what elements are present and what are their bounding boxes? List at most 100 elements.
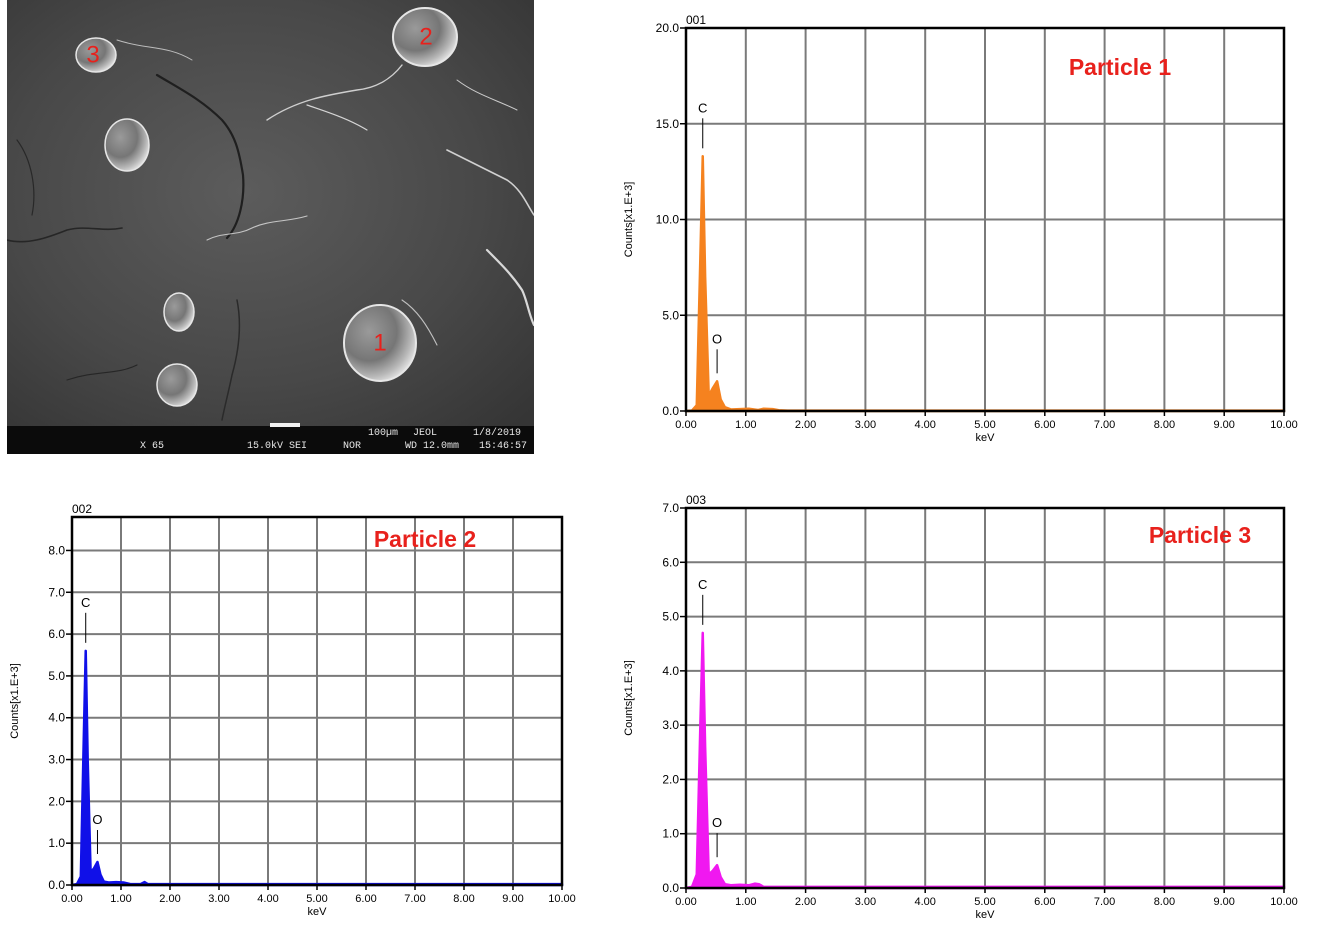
x-tick-label: 2.00 xyxy=(159,893,180,905)
acquisition-time: 15:46:57 xyxy=(479,441,528,452)
y-tick-label: 5.0 xyxy=(662,610,679,624)
y-tick-label: 1.0 xyxy=(662,827,679,841)
x-tick-label: 4.00 xyxy=(914,896,935,908)
eds-spectrum-particle-2: 0.0 1.0 2.0 3.0 4.0 5.0 6.0 7.0 8.0 0.00 1.00 2.00 3… xyxy=(0,495,590,931)
scale-length: 100µm xyxy=(368,428,399,439)
working-distance: WD 12.0mm xyxy=(405,441,460,452)
scan-mode: NOR xyxy=(343,441,362,452)
y-tick-label: 3.0 xyxy=(48,753,65,767)
y-axis-label: Counts[x1.E+3] xyxy=(623,182,635,258)
x-tick-label: 4.00 xyxy=(257,893,278,905)
x-tick-label: 6.00 xyxy=(1034,419,1055,431)
y-axis-label: Counts[x1.E+3] xyxy=(623,660,635,736)
y-tick-label: 0.0 xyxy=(662,881,679,895)
x-tick-label: 6.00 xyxy=(1034,896,1055,908)
y-tick-label: 6.0 xyxy=(662,555,679,569)
particle-unlabeled xyxy=(104,118,198,407)
spectrum-id: 003 xyxy=(686,493,706,507)
particle-label-3: 3 xyxy=(86,41,99,68)
sem-info-bar: 100µm JEOL 1/8/2019 X 65 15.0kV SEI NOR … xyxy=(7,423,534,454)
sem-image-surface: 1 2 3 xyxy=(7,0,534,426)
particle-2 xyxy=(392,7,458,67)
particle-1 xyxy=(343,304,417,382)
grid xyxy=(686,508,1284,888)
x-tick-label: 0.00 xyxy=(675,896,696,908)
y-tick-label: 1.0 xyxy=(48,836,65,850)
x-tick-label: 8.00 xyxy=(1154,419,1175,431)
y-tick-label: 0.0 xyxy=(662,404,679,418)
particle-annotation: Particle 3 xyxy=(1149,522,1251,548)
spectrum-2-svg: 0.0 1.0 2.0 3.0 4.0 5.0 6.0 7.0 8.0 0.00 1.00 2.00 3… xyxy=(9,502,576,918)
y-tick-label: 3.0 xyxy=(662,718,679,732)
y-axis-label: Counts[x1.E+3] xyxy=(9,663,21,739)
x-tick-label: 1.00 xyxy=(110,893,131,905)
x-axis-label: keV xyxy=(976,909,996,921)
x-tick-label: 7.00 xyxy=(1094,896,1115,908)
particle-label-2: 2 xyxy=(419,23,432,50)
x-tick-label: 3.00 xyxy=(855,896,876,908)
particle-annotation: Particle 1 xyxy=(1069,54,1171,80)
x-tick-label: 4.00 xyxy=(914,419,935,431)
x-tick-label: 10.00 xyxy=(1270,419,1298,431)
x-tick-label: 5.00 xyxy=(974,896,995,908)
x-tick-label: 2.00 xyxy=(795,419,816,431)
scale-bar xyxy=(270,423,300,427)
y-tick-label: 4.0 xyxy=(662,664,679,678)
peak-label-c: C xyxy=(698,577,707,592)
y-tick-label: 20.0 xyxy=(656,21,680,35)
x-tick-label: 10.00 xyxy=(1270,896,1298,908)
y-tick-label: 15.0 xyxy=(656,117,680,131)
y-tick-label: 10.0 xyxy=(656,213,680,227)
y-tick-label: 2.0 xyxy=(48,794,65,808)
x-tick-label: 5.00 xyxy=(974,419,995,431)
x-tick-label: 3.00 xyxy=(208,893,229,905)
x-axis-label: keV xyxy=(308,906,328,918)
y-tick-label: 6.0 xyxy=(48,627,65,641)
grid xyxy=(686,28,1284,411)
x-tick-label: 0.00 xyxy=(61,893,82,905)
eds-spectrum-particle-3: 0.0 1.0 2.0 3.0 4.0 5.0 6.0 7.0 0.00 1.00 2.00 3.00… xyxy=(600,485,1310,931)
acquisition-date: 1/8/2019 xyxy=(473,428,522,439)
x-axis-label: keV xyxy=(976,432,996,444)
x-tick-label: 7.00 xyxy=(404,893,425,905)
instrument-maker: JEOL xyxy=(413,428,438,439)
x-tick-label: 1.00 xyxy=(735,419,756,431)
peak-label-c: C xyxy=(698,100,707,115)
particle-annotation: Particle 2 xyxy=(374,526,476,552)
x-tick-label: 9.00 xyxy=(502,893,523,905)
x-tick-label: 0.00 xyxy=(675,419,696,431)
peak-label-o: O xyxy=(92,812,102,827)
y-tick-label: 0.0 xyxy=(48,878,65,892)
y-tick-label: 8.0 xyxy=(48,543,65,557)
peak-label-c: C xyxy=(81,595,90,610)
y-tick-label: 5.0 xyxy=(662,308,679,322)
spectrum-id: 001 xyxy=(686,13,706,27)
spectrum-3-svg: 0.0 1.0 2.0 3.0 4.0 5.0 6.0 7.0 0.00 1.00 2.00 3.00… xyxy=(623,493,1298,921)
x-tick-label: 5.00 xyxy=(306,893,327,905)
peak-label-o: O xyxy=(712,815,722,830)
eds-spectrum-particle-1: 0.0 5.0 10.0 15.0 20.0 0.00 1.00 2.00 3.00 4.00 5.… xyxy=(600,10,1310,460)
x-tick-label: 6.00 xyxy=(355,893,376,905)
surface-cracks xyxy=(7,39,534,421)
particle-3 xyxy=(75,37,117,73)
x-tick-label: 1.00 xyxy=(735,896,756,908)
y-tick-label: 4.0 xyxy=(48,711,65,725)
x-tick-label: 9.00 xyxy=(1213,896,1234,908)
y-tick-label: 5.0 xyxy=(48,669,65,683)
x-tick-label: 2.00 xyxy=(795,896,816,908)
y-tick-label: 7.0 xyxy=(662,501,679,515)
spectrum-1-svg: 0.0 5.0 10.0 15.0 20.0 0.00 1.00 2.00 3.00 4.00 5.… xyxy=(623,13,1298,444)
x-tick-label: 9.00 xyxy=(1213,419,1234,431)
y-tick-label: 2.0 xyxy=(662,772,679,786)
accelerating-voltage: 15.0kV SEI xyxy=(247,441,308,452)
x-tick-label: 8.00 xyxy=(453,893,474,905)
x-tick-label: 7.00 xyxy=(1094,419,1115,431)
peak-label-o: O xyxy=(712,331,722,346)
particle-label-1: 1 xyxy=(373,329,386,356)
x-tick-label: 10.00 xyxy=(548,893,576,905)
spectrum-id: 002 xyxy=(72,502,92,516)
x-tick-label: 8.00 xyxy=(1154,896,1175,908)
grid xyxy=(72,517,562,885)
magnification: X 65 xyxy=(140,441,165,452)
sem-micrograph: 1 2 3 100µm JEOL 1/8/2019 X 65 15.0kV SE… xyxy=(7,0,534,454)
